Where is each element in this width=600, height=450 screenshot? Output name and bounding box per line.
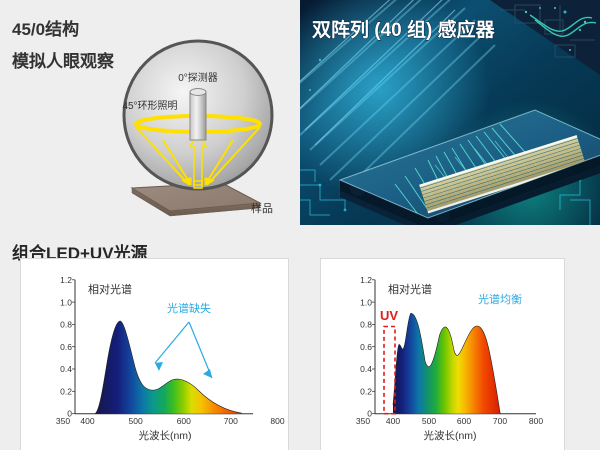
svg-text:400: 400 [80,416,94,426]
svg-text:0.6: 0.6 [60,342,72,352]
svg-text:相对光谱: 相对光谱 [88,282,132,296]
svg-text:0°探测器: 0°探测器 [178,71,218,84]
svg-text:0.4: 0.4 [360,364,372,374]
svg-text:700: 700 [493,416,507,426]
svg-text:600: 600 [457,416,471,426]
svg-text:1.0: 1.0 [60,297,72,307]
svg-text:相对光谱: 相对光谱 [388,282,432,296]
svg-text:0.2: 0.2 [60,387,72,397]
svg-text:光波长(nm): 光波长(nm) [423,429,476,442]
svg-text:光谱缺失: 光谱缺失 [167,301,211,315]
svg-text:光谱均衡: 光谱均衡 [478,292,522,306]
svg-text:1.2: 1.2 [360,275,372,285]
svg-text:1.2: 1.2 [60,275,72,285]
svg-text:1.0: 1.0 [360,297,372,307]
svg-text:800: 800 [270,416,284,426]
svg-text:800: 800 [529,416,543,426]
svg-text:350: 350 [56,416,70,426]
svg-text:0.6: 0.6 [360,342,372,352]
svg-text:光波长(nm): 光波长(nm) [138,429,191,442]
svg-text:UV: UV [380,308,398,323]
svg-text:600: 600 [177,416,191,426]
svg-text:双阵列 (40 组) 感应器: 双阵列 (40 组) 感应器 [312,18,496,41]
svg-text:700: 700 [224,416,238,426]
svg-text:350: 350 [356,416,370,426]
svg-text:400: 400 [386,416,400,426]
svg-text:0.8: 0.8 [60,320,72,330]
svg-text:500: 500 [422,416,436,426]
svg-text:0.8: 0.8 [360,320,372,330]
svg-text:0.2: 0.2 [360,387,372,397]
svg-text:0.4: 0.4 [60,364,72,374]
svg-text:样品: 样品 [251,201,273,215]
svg-text:500: 500 [129,416,143,426]
svg-text:45°环形照明: 45°环形照明 [122,100,177,112]
